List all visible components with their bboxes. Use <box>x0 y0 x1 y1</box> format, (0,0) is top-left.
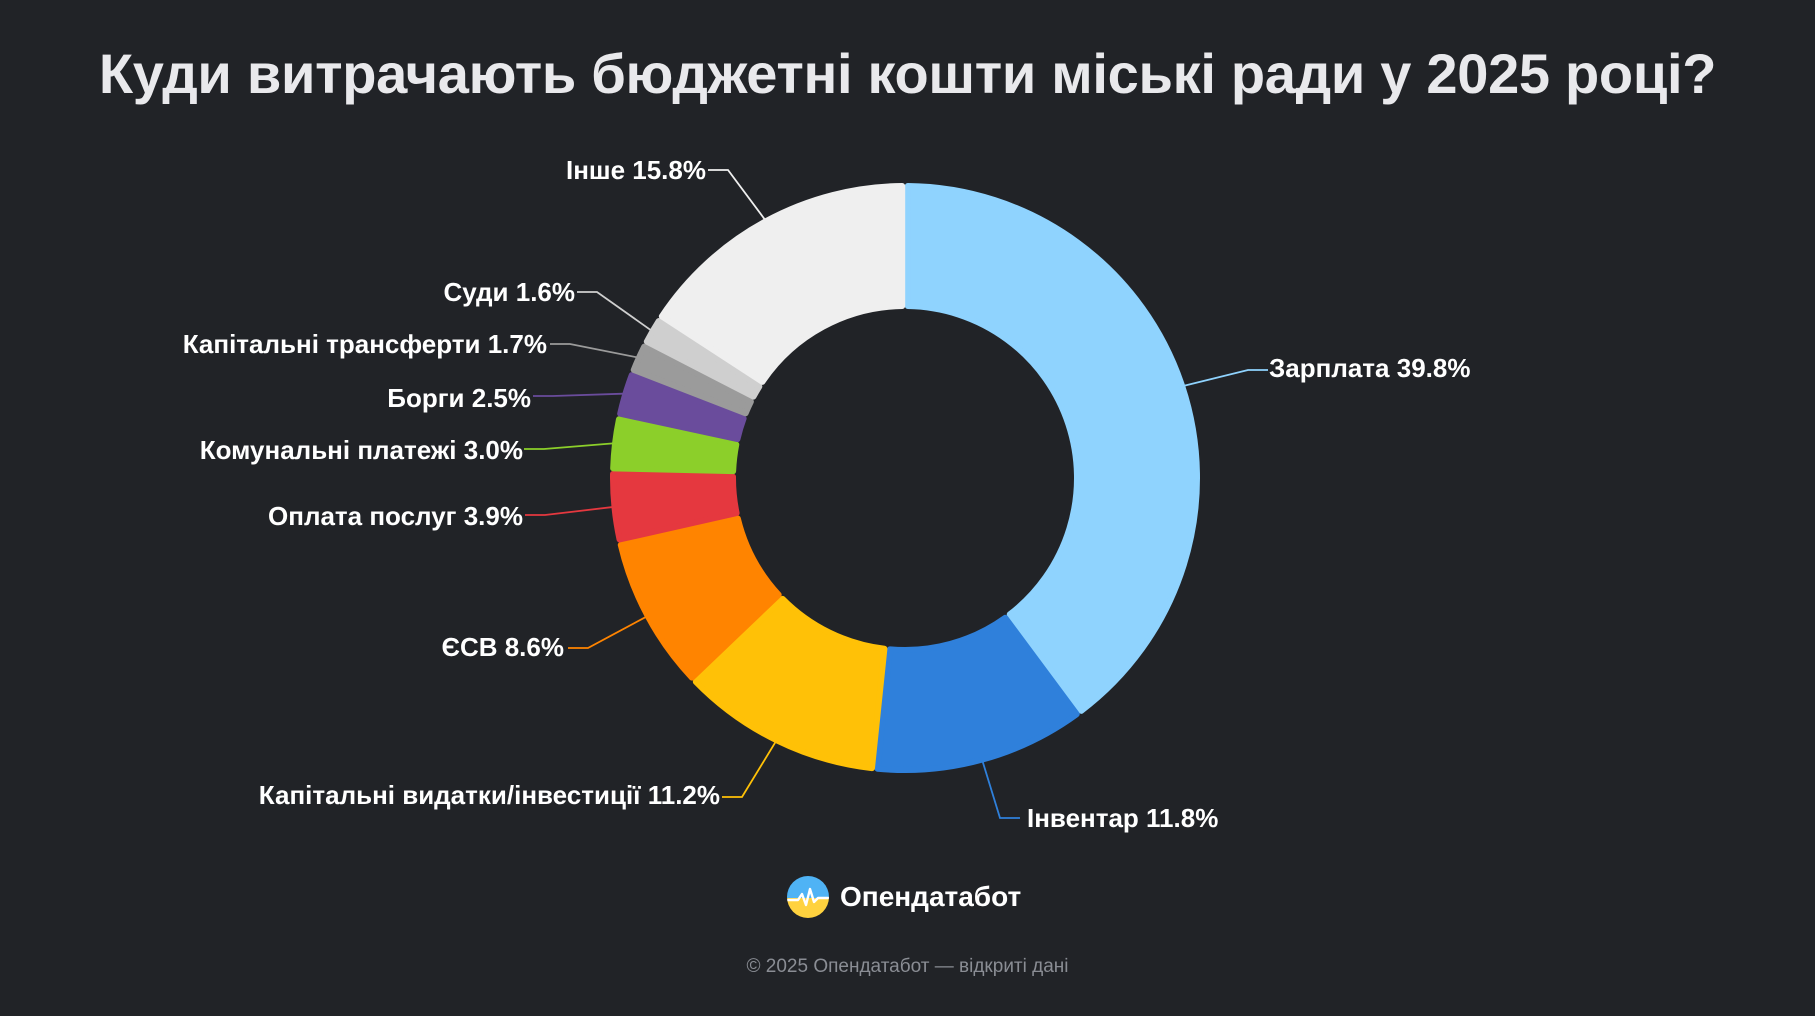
slice-4 <box>617 515 782 681</box>
leader-line-2 <box>981 761 1020 819</box>
slice-label-5: Оплата послуг 3.9% <box>268 501 523 531</box>
donut-slices <box>610 183 1200 773</box>
slice-9 <box>643 318 763 400</box>
slice-2 <box>874 614 1080 773</box>
brand: Опендатабот <box>786 874 1021 920</box>
slice-labels: Зарплата 39.8% Інвентар 11.8% Капітальні в… <box>183 155 1471 833</box>
leader-line-9 <box>577 291 652 331</box>
slice-1 <box>904 183 1200 714</box>
slice-label-2: Інвентар 11.8% <box>1027 803 1218 833</box>
footer-copyright: © 2025 Опендатабот — відкриті дані <box>746 956 1069 977</box>
slice-7 <box>617 372 747 443</box>
slice-label-6: Комунальні платежі 3.0% <box>200 435 523 465</box>
leader-line-6 <box>524 442 614 450</box>
leader-line-10 <box>708 169 766 221</box>
slice-5 <box>610 470 740 543</box>
slice-3 <box>692 595 888 772</box>
leader-line-5 <box>525 506 613 516</box>
leader-line-8 <box>550 343 638 359</box>
label-leader-lines <box>524 169 1268 819</box>
slice-label-1: Зарплата 39.8% <box>1269 353 1470 383</box>
leader-line-3 <box>722 741 777 798</box>
slice-label-7: Борги 2.5% <box>387 383 531 413</box>
slice-label-9: Суди 1.6% <box>443 277 575 307</box>
slice-label-3: Капітальні видатки/інвестиції 11.2% <box>259 780 720 810</box>
chart-title: Куди витрачають бюджетні кошти міські ра… <box>98 42 1717 105</box>
slice-8 <box>630 343 754 417</box>
brand-name: Опендатабот <box>840 881 1022 912</box>
slice-label-10: Інше 15.8% <box>566 155 706 185</box>
slice-6 <box>610 416 740 475</box>
leader-line-4 <box>568 616 647 649</box>
slice-label-8: Капітальні трансферти 1.7% <box>183 329 547 359</box>
slice-10 <box>658 183 906 385</box>
opendatabot-logo-icon <box>787 876 829 918</box>
leader-line-1 <box>1183 369 1268 387</box>
slice-label-4: ЄСВ 8.6% <box>441 632 564 662</box>
leader-line-7 <box>533 392 624 397</box>
